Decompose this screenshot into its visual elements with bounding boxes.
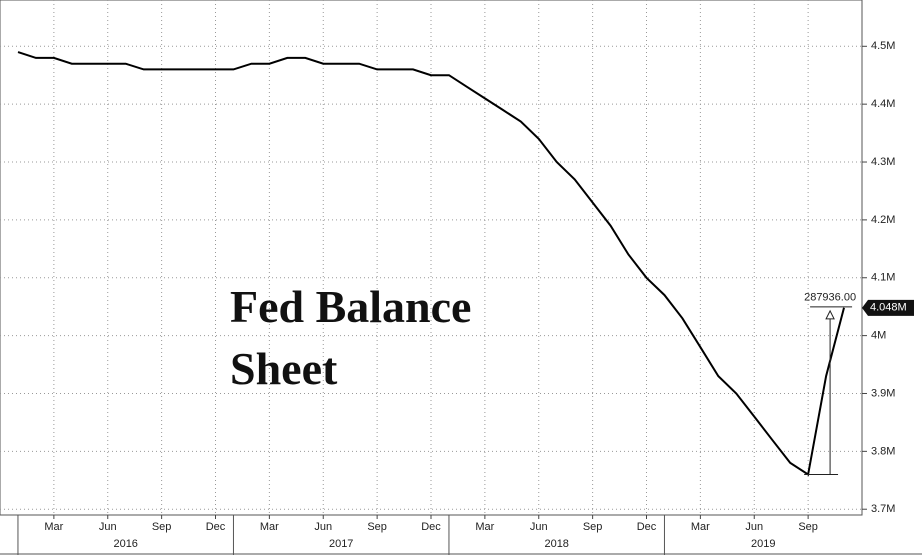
y-tick-label: 4.1M <box>871 272 895 284</box>
x-tick-label: Sep <box>583 521 603 533</box>
plot-frame <box>0 0 863 516</box>
annotation-arrow <box>825 309 835 320</box>
chart-title: Fed Balance Sheet <box>230 281 472 394</box>
x-tick-label: Jun <box>314 521 332 533</box>
y-tick-label: 4.5M <box>871 40 895 52</box>
y-tick-label: 4.3M <box>871 156 895 168</box>
x-tick-label: Sep <box>152 521 172 533</box>
y-tick-label: 4.2M <box>871 214 895 226</box>
y-tick-label: 3.8M <box>871 445 895 457</box>
x-tick-label: Mar <box>44 521 63 533</box>
series-line <box>17 51 845 477</box>
y-tick-label: 4.4M <box>871 98 895 110</box>
year-label: 2018 <box>544 538 568 550</box>
x-tick-label: Sep <box>798 521 818 533</box>
year-label: 2016 <box>113 538 137 550</box>
year-label: 2017 <box>329 538 353 550</box>
x-tick-label: Mar <box>475 521 494 533</box>
y-tick-label: 3.7M <box>871 503 895 515</box>
x-tick-label: Mar <box>691 521 710 533</box>
year-label: 2019 <box>751 538 775 550</box>
y-tick-label: 4M <box>871 330 886 342</box>
x-tick-label: Sep <box>367 521 387 533</box>
x-tick-label: Dec <box>206 521 226 533</box>
x-tick-label: Dec <box>421 521 441 533</box>
x-tick-label: Jun <box>745 521 763 533</box>
last-value-label: 4.048M <box>870 302 907 314</box>
last-value-tag <box>862 299 914 316</box>
x-tick-label: Jun <box>530 521 548 533</box>
x-tick-label: Dec <box>637 521 657 533</box>
x-tick-label: Mar <box>260 521 279 533</box>
x-tick-label: Jun <box>99 521 117 533</box>
annotation-text: 287936.00 <box>804 292 856 304</box>
y-tick-label: 3.9M <box>871 387 895 399</box>
